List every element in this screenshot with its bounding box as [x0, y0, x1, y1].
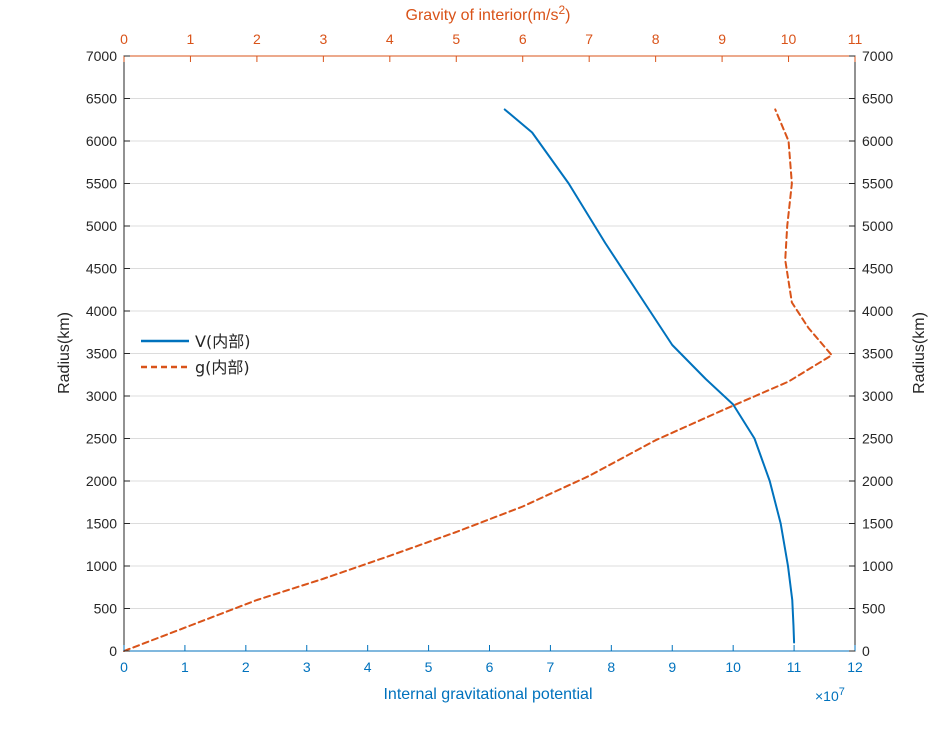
legend: V(内部) g(内部) [141, 332, 250, 377]
top-tick-label: 1 [187, 31, 195, 47]
right-axis-title: Radius(km) [911, 312, 928, 394]
top-tick-label: 9 [718, 31, 726, 47]
right-tick-label: 5000 [862, 218, 893, 234]
bottom-axis-exponent-base: ×10 [815, 688, 839, 704]
left-tick-label: 6500 [86, 91, 117, 107]
bottom-axis-exponent: ×107 [815, 686, 845, 704]
bottom-tick-label: 11 [787, 659, 802, 675]
bottom-tick-label: 7 [547, 659, 555, 675]
top-tick-label: 4 [386, 31, 394, 47]
top-tick-label: 3 [319, 31, 327, 47]
right-tick-label: 2500 [862, 431, 893, 447]
bottom-tick-label: 3 [303, 659, 311, 675]
top-tick-label: 8 [652, 31, 660, 47]
right-tick-label: 1000 [862, 558, 893, 574]
legend-label-v: V(内部) [195, 332, 250, 351]
right-tick-label: 6500 [862, 91, 893, 107]
bottom-axis-title: Internal gravitational potential [383, 686, 592, 703]
top-axis-title: Gravity of interior(m/s2) [406, 3, 571, 24]
right-tick-label: 7000 [862, 48, 893, 64]
left-tick-label: 6000 [86, 133, 117, 149]
left-tick-label: 5000 [86, 218, 117, 234]
top-axis-title-close: ) [565, 7, 570, 24]
left-tick-label: 3000 [86, 388, 117, 404]
bottom-tick-label: 2 [242, 659, 250, 675]
right-tick-label: 4000 [862, 303, 893, 319]
bottom-tick-label: 12 [847, 659, 863, 675]
left-axis-title: Radius(km) [56, 312, 73, 394]
bottom-tick-label: 0 [120, 659, 128, 675]
left-tick-label: 1000 [86, 558, 117, 574]
right-tick-label: 6000 [862, 133, 893, 149]
series-g-line [123, 108, 833, 652]
top-axis-title-main: Gravity of interior(m/s [406, 7, 559, 24]
top-tick-label: 0 [120, 31, 128, 47]
legend-label-g: g(内部) [195, 358, 250, 377]
top-tick-label: 10 [781, 31, 797, 47]
bottom-tick-label: 10 [725, 659, 741, 675]
right-tick-label: 5500 [862, 176, 893, 192]
right-tick-label: 2000 [862, 473, 893, 489]
axes: 0 1 2 3 4 5 6 7 8 9 10 11 120 1 2 3 4 5 6 7 8 9 10 110500100015… [86, 31, 894, 675]
left-tick-label: 5500 [86, 176, 117, 192]
plot-series [123, 108, 833, 652]
left-tick-label: 4000 [86, 303, 117, 319]
right-tick-label: 3500 [862, 346, 893, 362]
bottom-tick-label: 9 [668, 659, 676, 675]
left-tick-label: 7000 [86, 48, 117, 64]
top-tick-label: 5 [452, 31, 460, 47]
left-tick-label: 0 [109, 643, 117, 659]
right-tick-label: 500 [862, 601, 886, 617]
left-tick-label: 2500 [86, 431, 117, 447]
left-tick-label: 4500 [86, 261, 117, 277]
bottom-tick-label: 1 [181, 659, 189, 675]
bottom-tick-label: 8 [607, 659, 615, 675]
series-v-line [503, 108, 796, 644]
right-tick-label: 0 [862, 643, 870, 659]
left-tick-label: 2000 [86, 473, 117, 489]
left-tick-label: 500 [94, 601, 118, 617]
right-tick-label: 1500 [862, 516, 893, 532]
bottom-tick-label: 4 [364, 659, 372, 675]
top-tick-label: 2 [253, 31, 261, 47]
bottom-axis-exponent-power: 7 [839, 686, 845, 698]
left-tick-label: 3500 [86, 346, 117, 362]
top-tick-label: 6 [519, 31, 527, 47]
top-axis-title-sup: 2 [558, 3, 565, 17]
left-tick-label: 1500 [86, 516, 117, 532]
bottom-tick-label: 6 [486, 659, 494, 675]
bottom-tick-label: 5 [425, 659, 433, 675]
top-tick-label: 7 [585, 31, 593, 47]
top-tick-label: 11 [848, 31, 863, 47]
right-tick-label: 3000 [862, 388, 893, 404]
right-tick-label: 4500 [862, 261, 893, 277]
